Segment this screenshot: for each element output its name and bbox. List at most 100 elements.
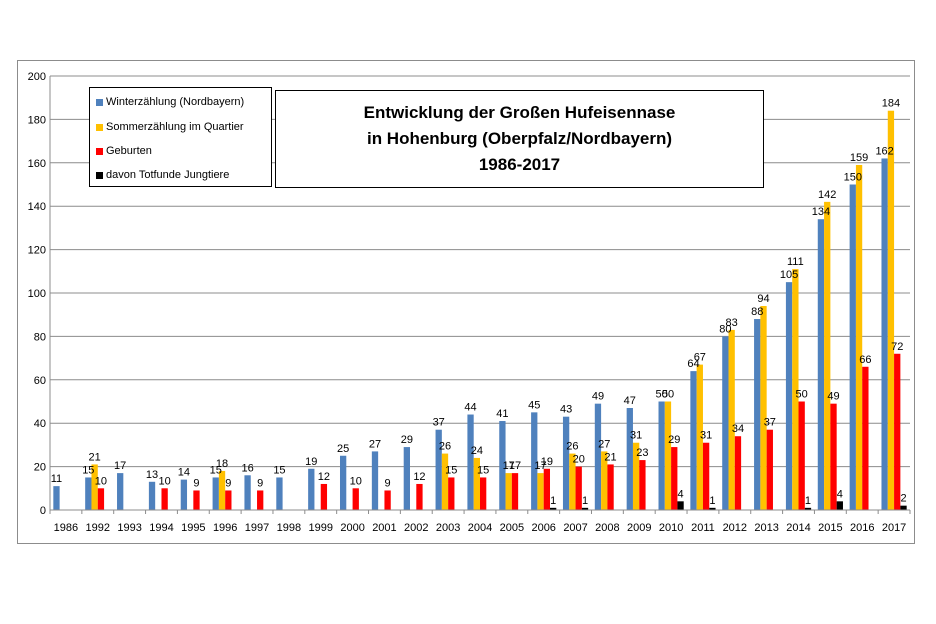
bar [441,453,449,510]
bar [690,371,697,510]
data-label: 45 [528,399,540,411]
bar [881,158,888,510]
bar [734,436,742,510]
legend-swatch-black [96,171,103,179]
bar [785,282,793,510]
bar [658,401,665,510]
bar [371,451,379,510]
data-label: 37 [764,417,776,429]
data-label: 37 [433,417,445,429]
data-label: 9 [257,477,263,489]
data-label: 43 [560,404,572,416]
bar [569,453,576,510]
data-label: 72 [891,341,903,353]
data-label: 184 [882,98,900,110]
bar [601,451,608,510]
bar [824,201,831,511]
data-label: 49 [592,391,604,403]
bar [550,507,557,510]
data-label: 11 [51,473,62,485]
data-label: 15 [210,464,222,476]
x-tick-label: 2013 [754,522,778,534]
data-label: 9 [385,477,391,489]
bar [467,414,474,510]
data-label: 26 [566,441,578,453]
x-tick-label: 2005 [500,522,524,534]
bar [760,306,767,510]
bar [562,416,570,510]
bar [632,442,640,510]
bar [85,477,92,510]
bar [117,473,124,510]
y-tick-label: 0 [40,505,46,517]
legend-item-sommerzaehlung: Sommerzählung im Quartier [96,120,244,134]
bar [473,457,480,510]
bar [276,477,283,510]
data-label: 10 [350,475,362,487]
data-label: 66 [859,354,871,366]
data-label: 4 [837,488,843,500]
legend: Winterzählung (Nordbayern) Sommerzählung… [89,87,272,187]
data-label: 13 [146,469,158,481]
data-label: 24 [471,445,483,457]
bar [798,401,805,510]
legend-swatch-red [96,147,103,155]
x-tick-label: 2009 [627,522,651,534]
x-tick-label: 2010 [659,522,683,534]
x-tick-label: 2007 [563,522,587,534]
x-tick-label: 2015 [818,522,842,534]
legend-label: Sommerzählung im Quartier [106,121,244,133]
bar [836,501,843,510]
bar [677,501,684,510]
data-label: 94 [757,293,769,305]
data-label: 10 [95,475,107,487]
bar [664,401,672,510]
data-label: 29 [401,434,413,446]
data-label: 64 [687,358,699,370]
legend-swatch-blue [96,98,103,106]
legend-item-geburten: Geburten [96,144,152,158]
x-tick-label: 1992 [86,522,110,534]
data-label: 25 [337,443,349,455]
bar [91,464,98,510]
chart-title-box: Entwicklung der Großen Hufeisennase in H… [275,90,764,188]
y-tick-label: 60 [34,375,46,387]
x-tick-label: 2012 [723,522,747,534]
y-tick-label: 180 [28,114,46,126]
x-tick-label: 2011 [691,522,715,534]
data-label: 50 [662,389,674,401]
data-label: 14 [178,467,190,479]
bar [218,470,226,510]
data-label: 27 [369,438,381,450]
bar [435,429,442,510]
x-tick-label: 2001 [372,522,396,534]
data-label: 41 [496,408,508,420]
data-label: 105 [780,269,798,281]
data-label: 67 [694,352,706,364]
bar [537,473,544,510]
x-tick-label: 2003 [436,522,460,534]
y-tick-label: 160 [28,158,46,170]
bar [257,490,264,510]
bar [53,486,60,510]
data-label: 17 [114,460,126,472]
data-label: 50 [656,389,668,401]
data-label: 15 [445,464,457,476]
bar [499,421,506,510]
data-label: 21 [604,451,616,463]
x-tick-label: 2014 [786,522,810,534]
bar [505,473,512,510]
x-tick-label: 1986 [54,522,78,534]
y-tick-label: 140 [28,201,46,213]
bar [887,110,895,510]
data-label: 2 [900,493,906,505]
chart-title-line-2: in Hohenburg (Oberpfalz/Nordbayern) [366,129,673,148]
bar [97,488,105,510]
data-label: 111 [787,256,804,268]
bar [339,455,347,510]
bar [148,481,156,510]
bar [607,464,614,510]
data-label: 142 [818,189,836,201]
